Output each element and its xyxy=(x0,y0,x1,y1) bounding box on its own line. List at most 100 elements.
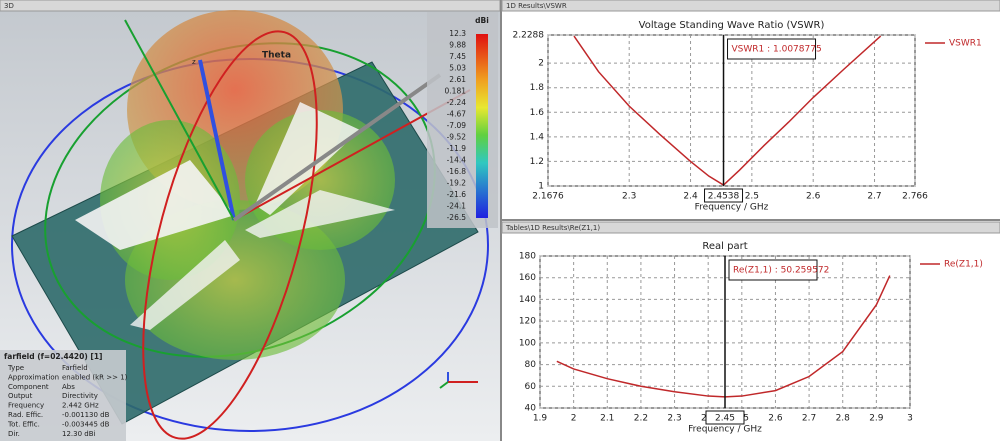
colorbar-unit: dBi xyxy=(475,16,489,25)
colorbar: dBi xyxy=(427,12,498,228)
info-key: Approximation xyxy=(8,373,59,381)
x-tick-label: 1.9 xyxy=(533,414,548,424)
x-tick-label: 2.7 xyxy=(802,414,816,424)
colorbar-gradient xyxy=(476,34,488,218)
info-title: farfield (f=02.4420) [1] xyxy=(4,352,102,361)
x-tick-label: 2.766 xyxy=(902,192,928,202)
colorbar-label: -9.52 xyxy=(447,133,467,142)
y-tick-label: 100 xyxy=(519,338,536,348)
x-axis-label: Frequency / GHz xyxy=(688,425,762,435)
marker-x-box xyxy=(705,410,745,425)
colorbar-label: -24.1 xyxy=(447,202,467,211)
y-tick-label: 120 xyxy=(519,317,536,327)
x-tick-label: 2.7 xyxy=(867,192,881,202)
info-value: -0.001130 dB xyxy=(62,411,110,419)
marker-x-label: 2.45 xyxy=(715,414,735,424)
colorbar-label: -26.5 xyxy=(447,213,467,222)
theta-arrow xyxy=(232,73,442,222)
x-axis-label: Frequency / GHz xyxy=(695,203,769,213)
y-tick-label: 180 xyxy=(519,252,536,262)
patch xyxy=(130,240,240,330)
colorbar-label: -16.8 xyxy=(447,167,467,176)
x-tick-label: 2.3 xyxy=(667,414,681,424)
y-tick-label: 80 xyxy=(525,360,537,370)
colorbar-label: -11.9 xyxy=(447,144,467,153)
colorbar-label: 9.88 xyxy=(449,41,466,50)
x-tick-label: 2.8 xyxy=(836,414,851,424)
panel-title: Tables\1D Results\Re(Z1,1) xyxy=(505,224,600,232)
y-axis xyxy=(124,19,235,221)
panel-3d: 3D Theta z dBi farfield (f=02.4420) [1] xyxy=(0,0,501,441)
info-key: Frequency xyxy=(8,402,44,410)
x-tick-label: 2.6 xyxy=(768,414,783,424)
colorbar-label: -19.2 xyxy=(447,179,467,188)
marker-box xyxy=(727,38,817,60)
info-value: 12.30 dBi xyxy=(62,430,96,438)
info-key: Component xyxy=(8,383,49,391)
y-tick-label: 1.2 xyxy=(530,157,544,167)
x-tick-label: 3 xyxy=(907,414,913,424)
y-tick-label: 2 xyxy=(538,59,544,69)
axis-label: Theta xyxy=(262,51,291,61)
colorbar-label: 2.61 xyxy=(449,75,466,84)
marker-box xyxy=(728,259,818,281)
red-circle xyxy=(142,30,318,440)
marker-x-box xyxy=(704,188,744,203)
info-key: Dir. xyxy=(8,430,20,438)
z-axis xyxy=(198,59,236,221)
info-key: Tot. Effic. xyxy=(7,420,40,428)
info-value: 2.442 GHz xyxy=(62,402,99,410)
legend-label: VSWR1 xyxy=(949,39,982,49)
colorbar-label: -7.09 xyxy=(447,121,467,130)
info-key: Output xyxy=(8,392,33,400)
patch xyxy=(75,160,235,250)
panel-header xyxy=(501,221,1000,234)
axis-label: z xyxy=(192,58,196,66)
colorbar-label: -2.24 xyxy=(447,98,467,107)
info-value: Directivity xyxy=(62,392,98,400)
info-key: Type xyxy=(7,364,24,372)
y-tick-label: 60 xyxy=(525,382,537,392)
y-tick-label: 40 xyxy=(525,404,537,414)
patch xyxy=(245,190,395,238)
colorbar-label: 5.03 xyxy=(449,64,466,73)
x-tick-label: 2 xyxy=(571,414,577,424)
colorbar-label: 12.3 xyxy=(449,29,466,38)
x-tick-label: 2.5 xyxy=(745,192,759,202)
panel-header xyxy=(0,0,501,12)
panel-header xyxy=(501,0,1000,12)
legend-label: Re(Z1,1) xyxy=(944,260,983,270)
info-value: Abs xyxy=(62,383,75,391)
y-tick-label: 160 xyxy=(519,273,536,283)
y-tick-label: 1.6 xyxy=(530,108,545,118)
chart-title: Voltage Standing Wave Ratio (VSWR) xyxy=(639,20,825,31)
x-tick-label: 2.9 xyxy=(869,414,884,424)
marker-label: VSWR1 : 1.0078775 xyxy=(732,45,822,55)
info-key: Rad. Effic. xyxy=(8,411,43,419)
colorbar-label: 0.181 xyxy=(445,87,467,96)
info-value: enabled (kR >> 1) xyxy=(62,373,128,381)
marker-x-label: 2.4538 xyxy=(708,192,740,202)
colorbar-label: 7.45 xyxy=(449,52,466,61)
colorbar-label: -14.4 xyxy=(447,156,467,165)
colorbar-label: -21.6 xyxy=(447,190,467,199)
x-tick-label: 2.4 xyxy=(683,192,698,202)
x-tick-label: 2.3 xyxy=(622,192,636,202)
info-value: -0.003445 dB xyxy=(62,420,110,428)
y-tick-label: 1.4 xyxy=(530,132,545,142)
marker-label: Re(Z1,1) : 50.259572 xyxy=(733,266,829,276)
y-tick-label: 2.2288 xyxy=(513,31,545,41)
panel-title: 3D xyxy=(4,2,14,10)
info-box xyxy=(0,350,126,441)
x-tick-label: 2.6 xyxy=(806,192,821,202)
x-tick-label: 2.1676 xyxy=(532,192,564,202)
colorbar-label: -4.67 xyxy=(447,110,467,119)
y-tick-label: 1 xyxy=(538,182,544,192)
x-tick-label: 2.2 xyxy=(634,414,648,424)
chart-title: Real part xyxy=(702,241,747,252)
y-tick-label: 1.8 xyxy=(530,83,545,93)
panel-title: 1D Results\VSWR xyxy=(506,2,567,10)
x-tick-label: 2.1 xyxy=(600,414,614,424)
info-value: Farfield xyxy=(62,364,88,372)
